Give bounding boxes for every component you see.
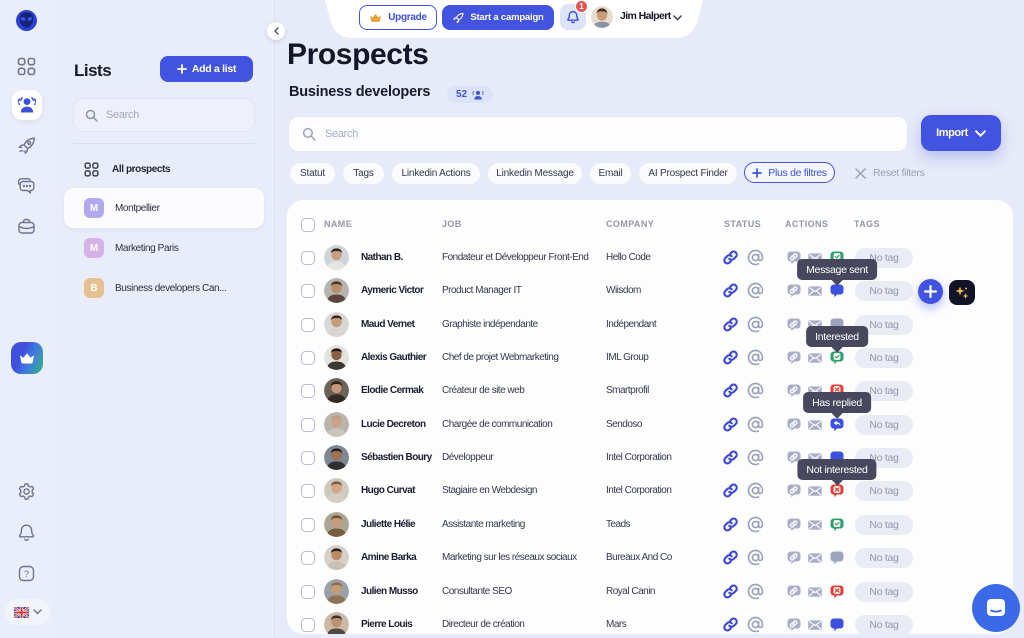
svg-text:?: ? — [24, 569, 29, 579]
